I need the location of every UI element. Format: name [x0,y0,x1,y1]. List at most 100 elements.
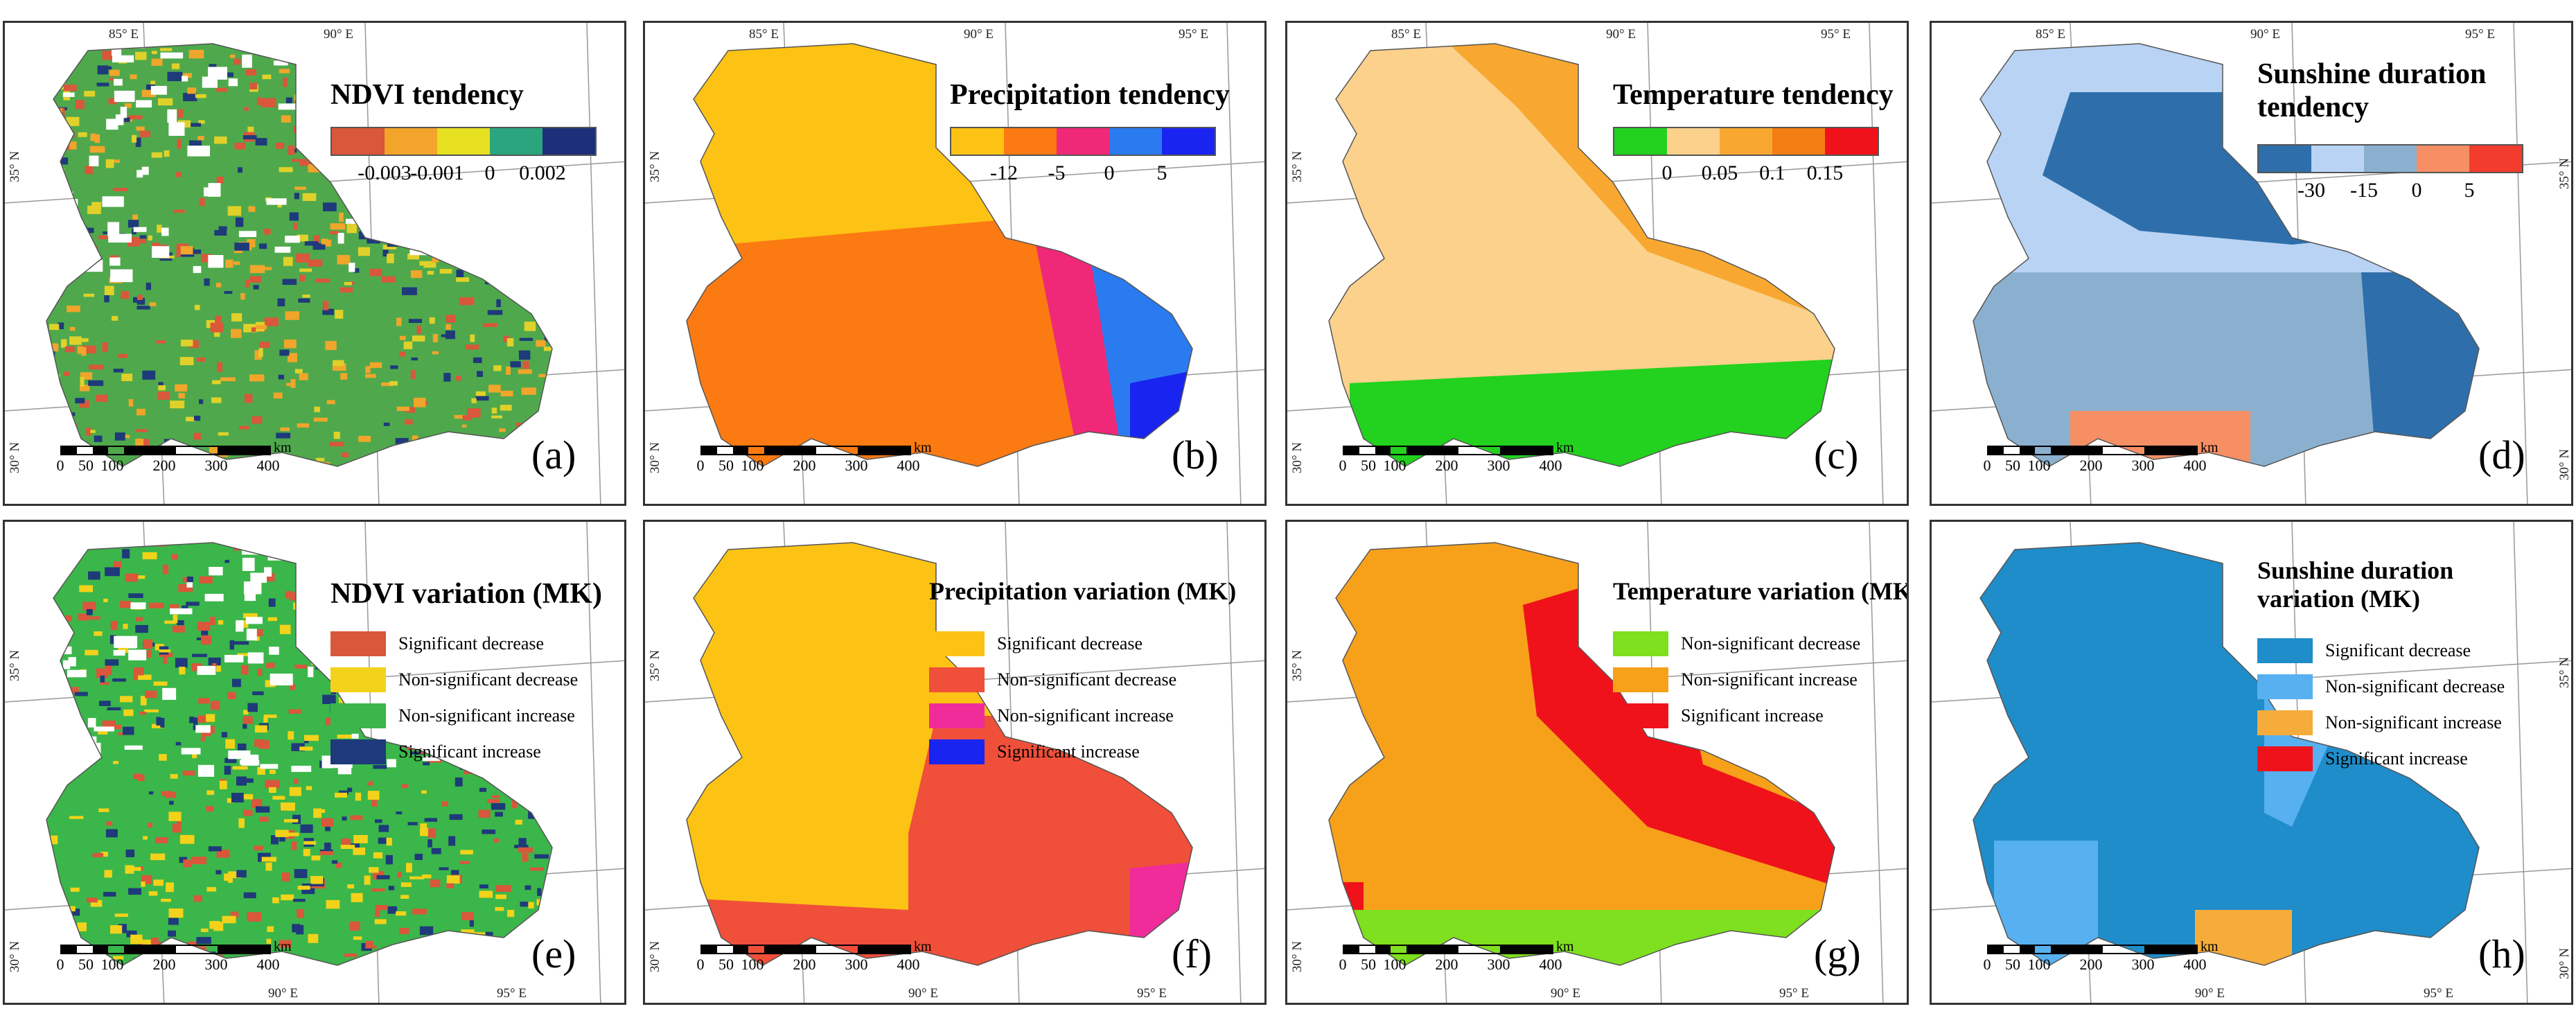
no-data-pixel [342,167,351,173]
ndvi-pixel [139,711,146,715]
ndvi-pixel [64,440,75,444]
ndvi-pixel [585,841,595,846]
ndvi-pixel [488,385,501,393]
ndvi-pixel [154,492,161,501]
ndvi-pixel [247,912,262,922]
ndvi-pixel [432,438,445,444]
ndvi-pixel [238,167,242,173]
ndvi-pixel [275,49,285,58]
ndvi-pixel [397,872,402,878]
ndvi-pixel [112,678,126,682]
ndvi-pixel [475,396,489,401]
ndvi-pixel [137,493,150,500]
ndvi-pixel [506,159,520,168]
ndvi-pixel [29,311,37,315]
ndvi-pixel [195,484,206,489]
ndvi-pixel [164,150,170,157]
ramp-swatch [2311,146,2364,172]
ndvi-pixel [82,602,96,611]
ndvi-pixel [612,857,626,860]
ndvi-pixel [455,198,468,204]
scale-bar-segment [124,447,176,454]
ndvi-pixel [280,802,295,811]
ndvi-pixel [400,882,412,887]
ndvi-pixel [77,338,89,342]
ndvi-pixel [36,729,44,732]
ndvi-pixel [107,707,121,710]
ndvi-pixel [196,937,211,945]
ndvi-pixel [268,598,276,607]
ndvi-pixel [89,365,104,370]
ndvi-pixel [51,86,59,92]
ndvi-pixel [524,799,537,803]
ndvi-pixel [21,702,25,710]
no-data-pixel [67,247,74,254]
ndvi-pixel [400,784,409,789]
ndvi-pixel [501,486,514,491]
ndvi-pixel [283,256,293,266]
no-data-pixel [489,270,505,277]
ndvi-pixel [73,437,78,441]
ndvi-pixel [59,758,69,766]
legend-label: Significant increase [2325,748,2468,769]
ramp-tick-label: 5 [2464,179,2475,202]
ndvi-pixel [224,980,238,985]
scale-bar-tick: 300 [204,457,228,474]
ndvi-pixel [194,895,202,902]
ndvi-pixel [46,226,54,231]
region-outline [1973,542,2480,966]
scale-bar-tick: 200 [1435,956,1458,973]
ndvi-pixel [344,281,352,286]
ndvi-pixel [69,326,76,331]
ndvi-pixel [406,186,416,194]
ndvi-pixel [90,430,96,433]
ndvi-pixel [624,497,626,505]
ndvi-pixel [77,922,87,931]
ndvi-pixel [249,82,258,89]
ndvi-pixel [351,220,358,229]
no-data-pixel [170,608,193,615]
panel-letter: (e) [531,931,576,976]
ndvi-pixel [279,349,290,356]
no-data-pixel [244,593,256,602]
ndvi-pixel [297,114,312,124]
scale-bar-line: km [1343,939,1574,954]
no-data-pixel [208,183,221,197]
ndvi-pixel [288,731,294,740]
scale-bar-segment [62,447,77,454]
ndvi-pixel [486,62,493,68]
ndvi-pixel [210,701,220,710]
latitude-label: 35° N [2557,656,2572,688]
scale-bar-tick: 100 [1383,956,1406,973]
ndvi-pixel [46,157,49,164]
ndvi-pixel [149,302,157,306]
legend-label: Significant decrease [2325,640,2471,660]
ndvi-pixel [341,839,351,847]
ndvi-pixel [100,486,109,491]
ndvi-pixel [506,435,516,444]
ndvi-pixel [10,572,15,576]
no-data-pixel [443,44,463,46]
ndvi-pixel [234,249,243,254]
ndvi-pixel [262,74,272,80]
ndvi-pixel [62,412,76,416]
region-outline [1973,43,2480,467]
ndvi-pixel [538,374,549,378]
ndvi-pixel [46,334,50,338]
ndvi-pixel [230,911,239,918]
ndvi-pixel [69,48,77,58]
ndvi-pixel [24,719,39,728]
ndvi-pixel [113,369,124,373]
ndvi-pixel [403,449,411,455]
scale-bar-tick: 400 [1539,457,1562,474]
ndvi-pixel [455,777,463,787]
ndvi-pixel [240,293,245,300]
ndvi-pixel [598,151,610,156]
ndvi-pixel [419,261,433,266]
ndvi-pixel [237,653,249,656]
ndvi-pixel [475,207,488,215]
ndvi-pixel [339,790,349,795]
ndvi-pixel [227,525,240,532]
map-panel-a: NDVI tendency -0.003 -0.001 0 0.002 (a) km 0 50 1… [3,21,626,506]
no-data-pixel [51,534,73,540]
